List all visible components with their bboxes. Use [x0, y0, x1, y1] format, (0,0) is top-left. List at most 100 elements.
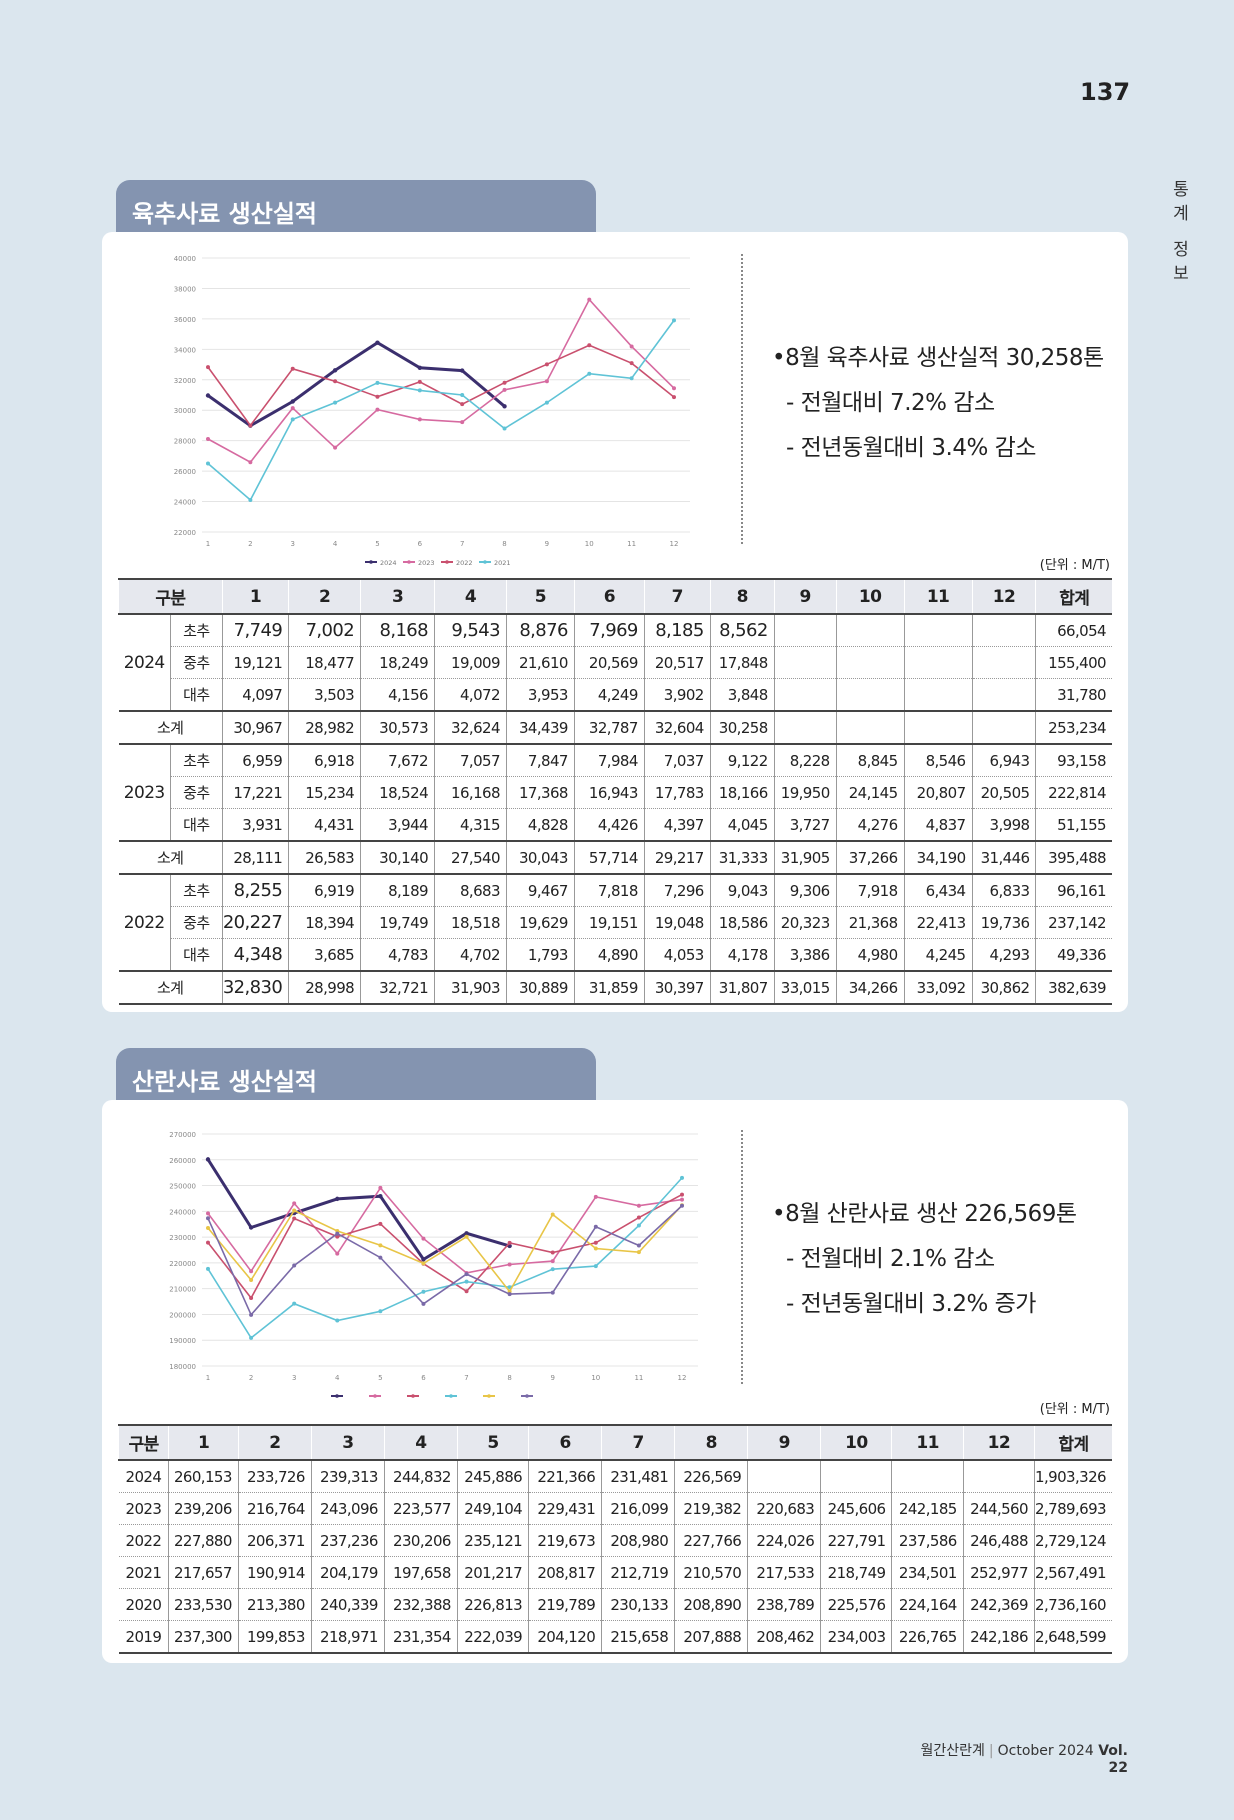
table-cell: 233,530: [168, 1588, 239, 1621]
table-cell: 7,984: [573, 744, 645, 777]
table-cell: 7,037: [643, 744, 711, 777]
data-point: [335, 1234, 340, 1239]
table-cell: 31,859: [573, 970, 645, 1005]
table-cell: 1,903,326: [1033, 1460, 1112, 1493]
data-point: [206, 1266, 210, 1271]
table-cell: 220,683: [747, 1492, 821, 1525]
table-cell: 225,576: [820, 1588, 892, 1621]
table-header: 7: [643, 578, 711, 615]
table-cell: 222,039: [456, 1620, 529, 1654]
table-header: 8: [709, 578, 775, 615]
footer: 월간산란계 | October 2024 Vol. 22: [920, 1743, 1129, 1776]
table-cell: 1,793: [505, 938, 575, 972]
legend-marker: [445, 560, 449, 564]
subtotal-row: 소계 30,967 28,982 30,573 32,624 34,439 32,787 32…: [118, 710, 1112, 745]
table-cell: 208,817: [528, 1556, 602, 1589]
table-cell: 26,583: [288, 840, 361, 875]
table-cell: 20,517: [643, 646, 711, 679]
table-cell: 4,837: [903, 808, 973, 842]
table-cell: 231,481: [601, 1460, 675, 1493]
data-point: [464, 1231, 469, 1236]
table-cell: [835, 710, 905, 745]
data-point: [206, 1216, 210, 1221]
table-cell: 4,315: [434, 808, 507, 842]
data-point: [333, 445, 338, 450]
year-cell: 2023: [123, 782, 165, 803]
table-cell: 4,293: [971, 938, 1036, 972]
data-point: [249, 1312, 254, 1317]
year-cell: 2022: [118, 1524, 169, 1557]
table-cell: 221,366: [528, 1460, 602, 1493]
table-cell: 224,026: [747, 1524, 821, 1557]
unit-label: (단위 : M/T): [1039, 1402, 1110, 1417]
table-cell: 30,573: [360, 710, 435, 745]
table-header: 6: [528, 1424, 602, 1461]
table-cell: [891, 1460, 964, 1493]
table-cell: [835, 646, 905, 679]
table-cell: 239,313: [310, 1460, 385, 1493]
table-cell: 208,890: [674, 1588, 748, 1621]
table-cell: 9,043: [709, 874, 775, 907]
data-point: [464, 1272, 469, 1277]
side-label-char: 정: [1173, 240, 1189, 260]
x-tick-label: 8: [507, 1374, 511, 1382]
x-tick-label: 11: [634, 1374, 643, 1382]
side-label-char: [1170, 226, 1192, 238]
year-cell: 2024: [123, 652, 165, 673]
table-cell: 6,959: [221, 744, 289, 777]
data-point: [550, 1212, 555, 1217]
table-cell: 219,382: [674, 1492, 748, 1525]
table-cell: 30,397: [643, 970, 711, 1005]
y-tick-label: 190000: [169, 1337, 196, 1345]
table-cell: 4,980: [835, 938, 905, 972]
y-tick-label: 36000: [174, 316, 196, 324]
data-point: [629, 361, 634, 366]
data-point: [332, 368, 338, 373]
table-cell: 4,178: [709, 938, 775, 972]
layer-feed-table: 구분 1 2 3 4 5 6 7 8 9 10 11 12 합계 2024 260,153 233,726 239…: [117, 1424, 1112, 1654]
data-point: [206, 1211, 210, 1216]
legend-marker: [487, 1394, 491, 1398]
data-point: [550, 1290, 555, 1295]
table-cell: 20,227: [221, 906, 289, 939]
table-cell: 2,567,491: [1033, 1556, 1112, 1589]
data-point: [248, 423, 253, 428]
table-cell: 37,266: [835, 840, 905, 875]
table-header: 3: [310, 1424, 385, 1461]
legend-marker: [335, 1394, 339, 1398]
table-cell: 24,145: [835, 776, 905, 809]
table-cell: 233,726: [237, 1460, 312, 1493]
y-tick-label: 270000: [169, 1131, 196, 1139]
table-cell: 239,206: [168, 1492, 239, 1525]
y-tick-label: 28000: [174, 438, 196, 446]
table-row: 2024 초추 7,749 7,002 8,168 9,543 8,876 7,969 8,18…: [119, 614, 1112, 673]
table-cell: 3,998: [971, 808, 1036, 842]
table-cell: 19,629: [505, 906, 575, 939]
x-tick-label: 8: [502, 540, 506, 548]
data-point: [378, 1193, 383, 1199]
data-point: [249, 1277, 254, 1282]
legend-label: 2022: [456, 559, 473, 567]
table-cell: 19,009: [434, 646, 507, 679]
table-cell: 224,164: [891, 1588, 964, 1621]
year-cell: 2019: [118, 1620, 169, 1654]
data-point: [375, 380, 380, 385]
table-header: 합계: [1033, 1424, 1112, 1461]
table-cell: 17,368: [505, 776, 575, 809]
data-point: [335, 1318, 340, 1323]
table-cell: 222,814: [1035, 776, 1112, 809]
table-cell: 155,400: [1035, 646, 1112, 679]
data-point: [593, 1264, 598, 1269]
data-point: [290, 366, 295, 371]
table-cell: 252,977: [962, 1556, 1035, 1589]
subtotal-label: 소계: [118, 840, 223, 875]
table-row: 대추 4,097 3,503 4,156 4,072 3,953 4,249 3,902 3,8…: [119, 678, 1112, 712]
table-row: 중추 19,121 18,477 18,249 19,009 21,610 20,569 20…: [119, 646, 1112, 679]
table-cell: 4,276: [835, 808, 905, 842]
table-cell: 219,789: [528, 1588, 602, 1621]
table-header: 합계: [1035, 578, 1112, 615]
table-cell: 30,862: [971, 970, 1036, 1005]
data-point: [290, 399, 295, 404]
data-point: [680, 1192, 684, 1197]
x-tick-label: 9: [545, 540, 549, 548]
